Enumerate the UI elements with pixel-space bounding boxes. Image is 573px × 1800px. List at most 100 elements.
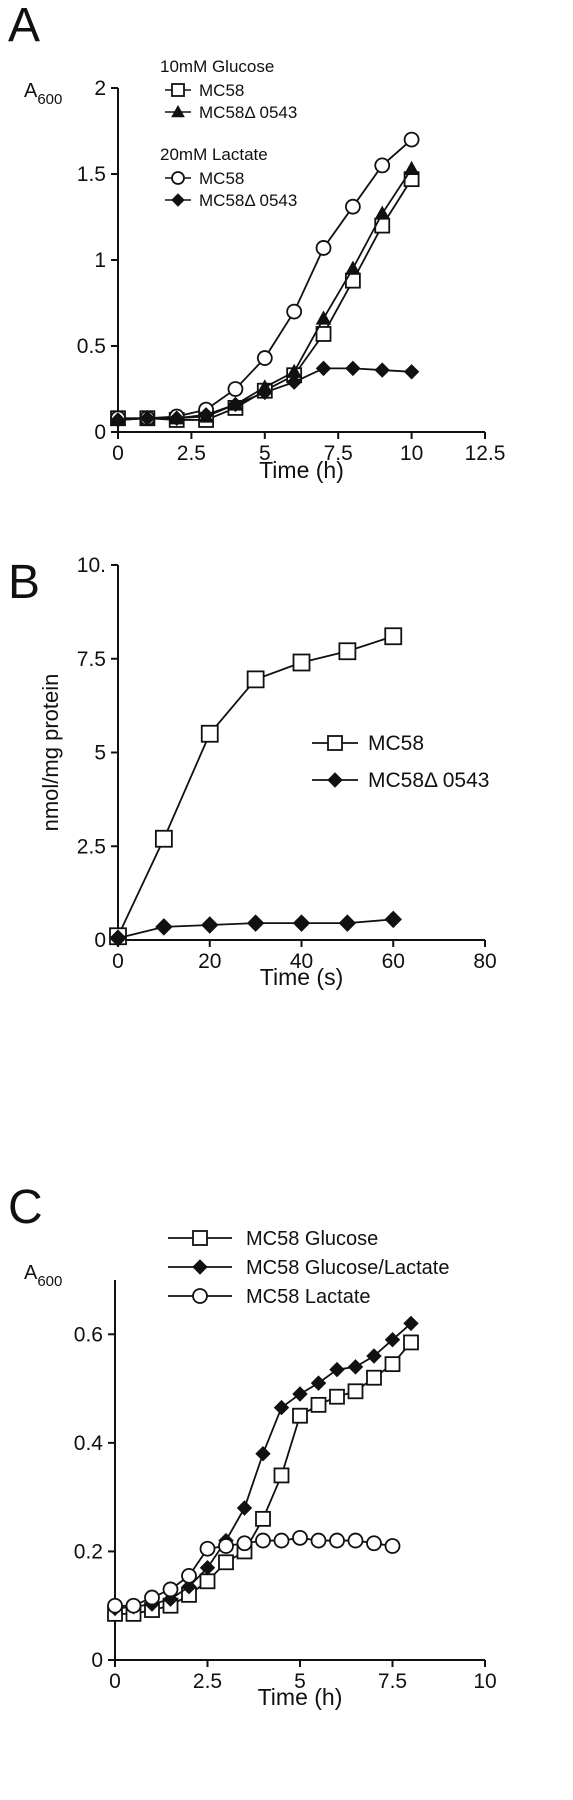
panel-c-ylabel: A600 <box>24 1262 62 1290</box>
chart-b-series-1-point <box>246 914 265 932</box>
chart-a-series-0-point <box>315 326 332 342</box>
chart-c-series-1-point <box>329 1361 345 1378</box>
chart-c-series-1-line <box>114 1322 412 1610</box>
chart-c-legend-label: MC58 Glucose/Lactate <box>246 1257 449 1279</box>
chart-c-series-1-point <box>199 1560 216 1576</box>
chart-a-x-tick-label: 2.5 <box>177 442 206 465</box>
chart-c-series-2-point <box>236 1535 253 1552</box>
chart-a-legend-label: MC58 <box>199 81 244 100</box>
chart-c-series-2-point <box>292 1529 308 1546</box>
chart-a-series-3-point <box>315 360 332 377</box>
chart-b-series-0-point <box>154 829 173 848</box>
chart-b-y-tick-label: 10. <box>77 554 106 577</box>
chart-b-series-1-point <box>384 910 402 929</box>
chart-c-series-2-point <box>329 1532 345 1549</box>
chart-c-legend-marker <box>192 1288 208 1304</box>
chart-a-y-tick-label: 0 <box>94 421 106 444</box>
chart-a-series-2-point <box>374 157 391 174</box>
chart-a-series-3-point <box>198 407 214 423</box>
chart-a-series-1-point <box>345 260 361 275</box>
chart-c-series-2-point <box>310 1532 327 1549</box>
chart-c-series-0-point <box>273 1467 290 1484</box>
chart-c-series-2-point <box>255 1532 271 1549</box>
chart-b-series-0-point <box>338 642 357 661</box>
panel-c-letter: C <box>8 1181 43 1234</box>
chart-b-legend-marker <box>327 735 343 751</box>
chart-a-series-0-point <box>374 217 391 234</box>
chart-c-series-2-point <box>144 1589 160 1606</box>
chart-c-series-1-point <box>366 1348 382 1364</box>
chart-c-series-1-point <box>384 1332 401 1348</box>
chart-c-series-0-point <box>199 1573 216 1590</box>
chart-b-x-tick-label: 80 <box>473 950 496 973</box>
chart-b-y-tick-label: 2.5 <box>77 835 106 858</box>
chart-a-legend-group-title: 20mM Lactate <box>160 145 268 164</box>
chart-a-legend-marker <box>171 104 185 118</box>
chart-a-x-axis-label: Time (h) <box>259 457 344 483</box>
chart-a-series-3-point <box>345 360 361 377</box>
chart-a-y-tick-label: 0.5 <box>77 335 106 358</box>
chart-c-series-0-point <box>218 1554 234 1571</box>
chart-a-x-tick-label: 5 <box>259 442 271 465</box>
chart-c-series-1-point <box>273 1399 290 1416</box>
chart-a-series-3-point <box>257 384 273 401</box>
chart-c-legend-label: MC58 Glucose <box>246 1228 378 1250</box>
chart-a-legend-marker <box>171 193 185 207</box>
chart-b-series-1-point <box>155 918 173 936</box>
chart-b-legend-label: MC58Δ 0543 <box>368 769 489 792</box>
chart-a-series-3-point <box>227 396 244 413</box>
chart-a-legend-marker <box>171 171 185 185</box>
chart-b-series-0-point <box>200 724 219 743</box>
chart-a-series-3-point <box>374 362 390 378</box>
chart-a-y-tick-label: 1.5 <box>77 163 106 186</box>
chart-c-series-2-point <box>366 1535 382 1552</box>
chart-b-y-tick-label: 0 <box>94 929 106 952</box>
chart-b-legend-label: MC58 <box>368 732 424 755</box>
chart-a-series-3-point <box>286 374 302 390</box>
chart-a-series-3-point <box>110 412 126 428</box>
chart-a-legend-label: MC58 <box>199 169 244 188</box>
panel-a-ylabel: A600 <box>24 80 62 108</box>
chart-b-series-0-point <box>384 627 403 646</box>
chart-a-y-tick-label: 2 <box>94 77 106 100</box>
panel-c-ylabel-sub: 600 <box>37 1273 63 1290</box>
chart-b-series-1-point <box>338 914 357 932</box>
chart-c-series-1-point <box>292 1386 308 1402</box>
chart-c-legend-marker <box>192 1259 208 1275</box>
chart-a-legend-label: MC58Δ 0543 <box>199 103 297 122</box>
chart-c-series-0-point <box>329 1388 345 1405</box>
chart-c-series-2-point <box>384 1538 401 1554</box>
chart-b-x-tick-label: 0 <box>112 950 124 973</box>
chart-a-series-2-point <box>315 240 332 256</box>
chart-c-series-2-point <box>107 1597 123 1614</box>
chart-c-y-tick-label: 0.2 <box>74 1540 103 1563</box>
chart-b-legend-marker <box>327 772 343 788</box>
chart-b-x-axis-label: Time (s) <box>260 964 343 990</box>
panel-c-ylabel-main: A <box>24 1262 38 1284</box>
chart-c-y-tick-label: 0 <box>91 1649 103 1672</box>
chart-a-series-2-point <box>286 303 303 320</box>
chart-a-series-1-point <box>403 160 420 175</box>
chart-c-series-2-point <box>347 1532 364 1549</box>
chart-c-series-0-point <box>384 1356 401 1373</box>
chart-c-series-2-line <box>115 1536 393 1607</box>
chart-c-series-1-point <box>347 1359 364 1375</box>
chart-c-series-0-point <box>255 1510 271 1527</box>
chart-b-y-tick-label: 7.5 <box>77 648 106 671</box>
chart-a-series-2-point <box>403 131 420 148</box>
chart-c-series-0-point <box>347 1383 364 1400</box>
chart-a-series-2-line <box>118 138 413 420</box>
chart-c-series-1-point <box>310 1375 327 1391</box>
chart-c-series-2-point <box>218 1538 234 1554</box>
chart-c-series-1-point <box>181 1579 197 1595</box>
chart-c-x-tick-label: 0 <box>109 1670 121 1693</box>
chart-a-x-tick-label: 0 <box>112 442 124 465</box>
chart-a-x-tick-label: 7.5 <box>324 442 353 465</box>
chart-a-series-1-point <box>374 205 391 220</box>
chart-b-series-1-point <box>292 914 311 932</box>
chart-c-x-tick-label: 2.5 <box>193 1670 222 1693</box>
chart-c-x-tick-label: 10 <box>473 1670 496 1693</box>
chart-c-series-2-point <box>125 1597 142 1614</box>
chart-c-legend-label: MC58 Lactate <box>246 1286 371 1308</box>
